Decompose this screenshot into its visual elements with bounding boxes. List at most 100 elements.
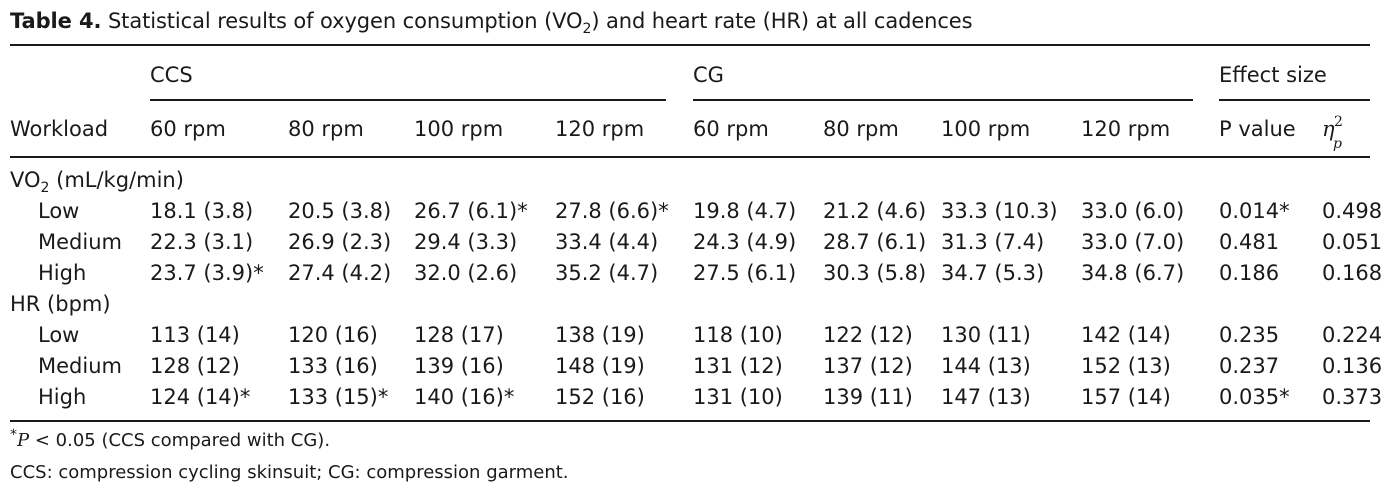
table-cell: 28.7 (6.1) <box>823 230 927 254</box>
row-label: Medium <box>38 354 122 378</box>
table-cell: 124 (14)* <box>150 385 251 409</box>
table-cell: 0.235 <box>1219 323 1280 347</box>
column-header-cg-100: 100 rpm <box>941 117 1031 141</box>
table-cell: 139 (11) <box>823 385 913 409</box>
table-cell: 152 (16) <box>555 385 645 409</box>
row-label: High <box>38 261 87 285</box>
header-rule <box>10 156 1370 158</box>
column-header-cg-80: 80 rpm <box>823 117 899 141</box>
section-label: VO2 (mL/kg/min) <box>10 166 184 197</box>
table-cell: 148 (19) <box>555 354 645 378</box>
table-cell: 128 (17) <box>414 323 504 347</box>
table-cell: 33.3 (10.3) <box>941 199 1058 223</box>
ccs-group-rule <box>150 99 666 101</box>
column-header-ccs-120: 120 rpm <box>555 117 645 141</box>
section-label: HR (bpm) <box>10 290 111 318</box>
table-cell: 24.3 (4.9) <box>693 230 797 254</box>
table-cell: 147 (13) <box>941 385 1031 409</box>
table-cell: 32.0 (2.6) <box>414 261 518 285</box>
table-cell: 137 (12) <box>823 354 913 378</box>
table-cell: 0.136 <box>1322 354 1383 378</box>
eta-subscript: p <box>1333 136 1342 152</box>
group-header-cg: CG <box>693 63 724 87</box>
section-label-unit: (mL/kg/min) <box>49 168 184 192</box>
section-label-subscript: 2 <box>40 180 50 197</box>
column-header-ccs-100: 100 rpm <box>414 117 504 141</box>
caption-text-b: ) and heart rate (HR) at all cadences <box>591 9 973 33</box>
table-cell: 0.051 <box>1322 230 1383 254</box>
effect-size-group-rule <box>1219 99 1370 101</box>
table-cell: 31.3 (7.4) <box>941 230 1045 254</box>
table-cell: 35.2 (4.7) <box>555 261 659 285</box>
table-cell: 30.3 (5.8) <box>823 261 927 285</box>
bottom-rule <box>10 420 1370 422</box>
table-cell: 142 (14) <box>1081 323 1171 347</box>
group-header-effect-size: Effect size <box>1219 63 1327 87</box>
table-cell: 0.237 <box>1219 354 1280 378</box>
table-cell: 157 (14) <box>1081 385 1171 409</box>
cg-group-rule <box>693 99 1193 101</box>
column-header-ccs-60: 60 rpm <box>150 117 226 141</box>
table-cell: 122 (12) <box>823 323 913 347</box>
column-header-cg-60: 60 rpm <box>693 117 769 141</box>
column-header-cg-120: 120 rpm <box>1081 117 1171 141</box>
table-cell: 34.8 (6.7) <box>1081 261 1185 285</box>
table-cell: 23.7 (3.9)* <box>150 261 264 285</box>
table-cell: 130 (11) <box>941 323 1031 347</box>
table-cell: 0.373 <box>1322 385 1383 409</box>
table-cell: 133 (15)* <box>288 385 389 409</box>
column-header-workload: Workload <box>10 117 109 141</box>
footnote-abbreviations: CCS: compression cycling skinsuit; CG: c… <box>10 462 569 483</box>
table-cell: 0.168 <box>1322 261 1383 285</box>
table-cell: 128 (12) <box>150 354 240 378</box>
group-header-ccs: CCS <box>150 63 193 87</box>
top-rule <box>10 44 1370 46</box>
table-cell: 34.7 (5.3) <box>941 261 1045 285</box>
table-cell: 139 (16) <box>414 354 504 378</box>
table-cell: 20.5 (3.8) <box>288 199 392 223</box>
table-cell: 21.2 (4.6) <box>823 199 927 223</box>
table-cell: 131 (10) <box>693 385 783 409</box>
table-cell: 26.7 (6.1)* <box>414 199 528 223</box>
caption-label: Table 4. <box>10 9 102 33</box>
caption-text-a: Statistical results of oxygen consumptio… <box>107 9 583 33</box>
footnote-significance: *P < 0.05 (CCS compared with CG). <box>10 428 331 451</box>
table-cell: 0.014* <box>1219 199 1290 223</box>
table-cell: 18.1 (3.8) <box>150 199 254 223</box>
table-caption: Table 4. Statistical results of oxygen c… <box>10 9 973 36</box>
table-cell: 131 (12) <box>693 354 783 378</box>
table-cell: 144 (13) <box>941 354 1031 378</box>
section-label-text: VO <box>10 168 41 192</box>
table-cell: 138 (19) <box>555 323 645 347</box>
eta-superscript: 2 <box>1334 114 1343 130</box>
table-cell: 29.4 (3.3) <box>414 230 518 254</box>
row-label: Low <box>38 323 80 347</box>
column-header-ccs-80: 80 rpm <box>288 117 364 141</box>
table-cell: 27.5 (6.1) <box>693 261 797 285</box>
table-cell: 118 (10) <box>693 323 783 347</box>
eta-symbol: η <box>1322 117 1335 141</box>
table-cell: 133 (16) <box>288 354 378 378</box>
table-cell: 26.9 (2.3) <box>288 230 392 254</box>
table-cell: 27.4 (4.2) <box>288 261 392 285</box>
table-cell: 0.498 <box>1322 199 1383 223</box>
caption-subscript: 2 <box>582 21 592 38</box>
column-header-p-value: P value <box>1219 117 1296 141</box>
table-cell: 0.035* <box>1219 385 1290 409</box>
section-label-text: HR (bpm) <box>10 292 111 316</box>
table-cell: 33.0 (7.0) <box>1081 230 1185 254</box>
table-cell: 0.224 <box>1322 323 1383 347</box>
row-label: Medium <box>38 230 122 254</box>
table-cell: 0.481 <box>1219 230 1280 254</box>
table-cell: 27.8 (6.6)* <box>555 199 669 223</box>
table-cell: 140 (16)* <box>414 385 515 409</box>
footnote-sig-text: < 0.05 (CCS compared with CG). <box>29 430 331 451</box>
table-cell: 113 (14) <box>150 323 240 347</box>
table-cell: 152 (13) <box>1081 354 1171 378</box>
table-cell: 19.8 (4.7) <box>693 199 797 223</box>
row-label: Low <box>38 199 80 223</box>
table-cell: 120 (16) <box>288 323 378 347</box>
table-cell: 22.3 (3.1) <box>150 230 254 254</box>
table-cell: 33.0 (6.0) <box>1081 199 1185 223</box>
